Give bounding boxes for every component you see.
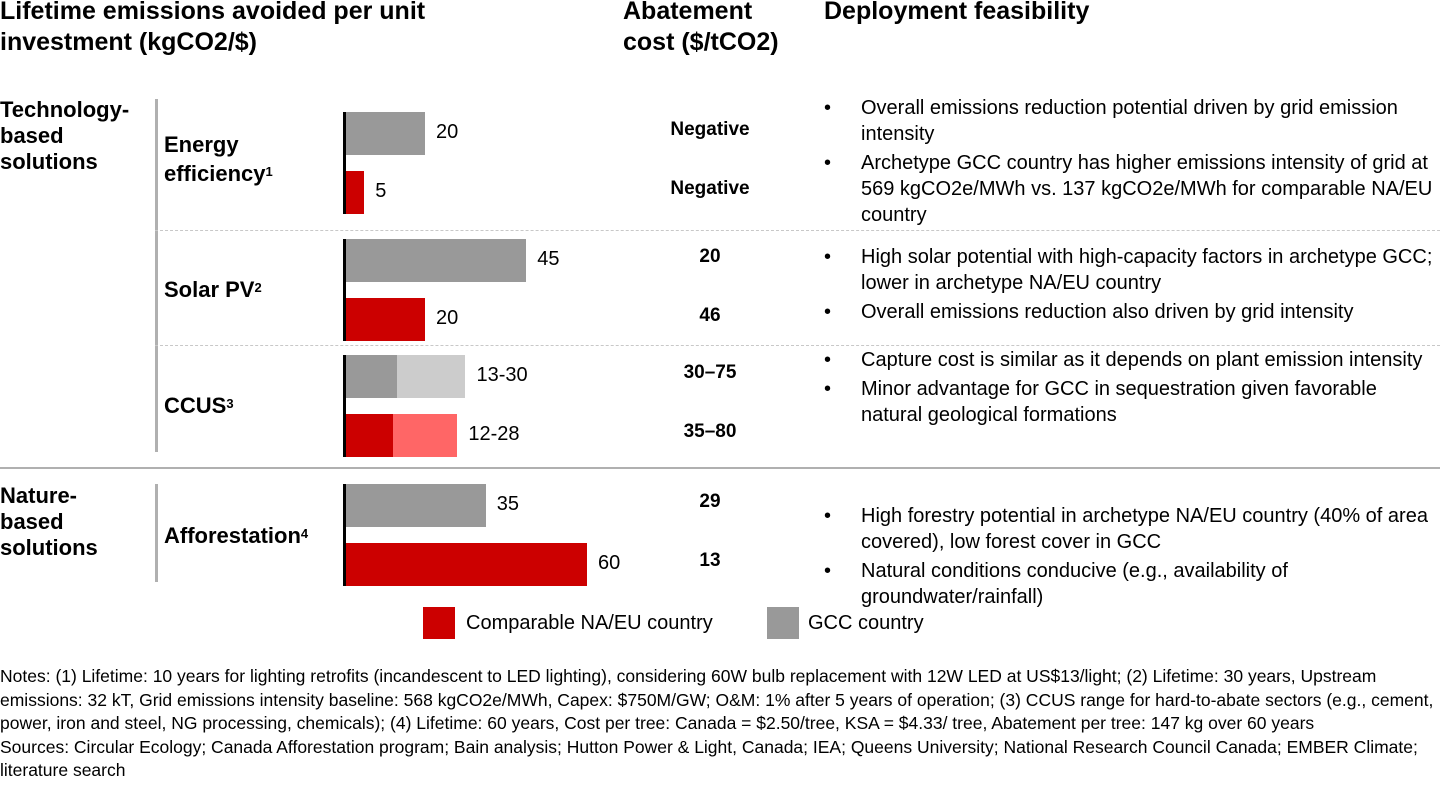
row-label-line: Energy: [164, 132, 239, 157]
footnote-marker: 2: [254, 280, 262, 295]
legend-label-gcc: GCC country: [808, 612, 924, 634]
cost-header-line1: Abatement: [623, 0, 753, 25]
bar-axis-solar-pv: [343, 239, 346, 341]
group-divider-nature: [155, 484, 158, 582]
bar-gcc-energy-efficiency: [346, 112, 425, 155]
abatement-cost-naeu-energy: Negative: [670, 178, 750, 199]
footnote-marker: 4: [300, 526, 309, 541]
bar-axis-afforestation: [343, 484, 346, 586]
row-label-solar-pv: Solar PV2: [164, 275, 262, 304]
abatement-cost-gcc-ccus: 30–75: [683, 362, 737, 383]
bar-gcc-ccus-low: [346, 355, 397, 398]
bar-value-label-gcc-energy-efficiency: 20: [436, 121, 459, 143]
abatement-cost-naeu-ccus: 35–80: [683, 421, 737, 442]
bar-naeu-afforestation: [346, 543, 587, 586]
group-label-line: Technology-: [0, 97, 130, 122]
group-label-line: solutions: [0, 149, 98, 174]
footnote-marker: 1: [265, 164, 273, 179]
legend-label-naeu: Comparable NA/EU country: [466, 612, 713, 634]
row-label-text: CCUS: [164, 393, 227, 418]
bar-gcc-solar-pv: [346, 239, 527, 282]
footnote-marker: 3: [226, 396, 234, 411]
legend-swatch-gcc: [767, 607, 799, 639]
feasibility-list-afforestation: High forestry potential in archetype NA/…: [820, 503, 1440, 613]
abatement-cost-naeu-solar: 46: [699, 305, 721, 326]
abatement-cost-gcc-energy: Negative: [670, 119, 750, 140]
bar-value-label-naeu-energy-efficiency: 5: [375, 180, 387, 202]
bar-naeu-ccus-range: [392, 414, 458, 457]
feasibility-bullet: Natural conditions conducive (e.g., avai…: [820, 558, 1440, 610]
row-label-ccus: CCUS3: [164, 391, 234, 420]
notes-text: Notes: (1) Lifetime: 10 years for lighti…: [0, 666, 1434, 733]
group-label-nature: Nature- based solutions: [0, 483, 98, 561]
bar-axis-energy-efficiency: [343, 112, 346, 214]
bar-gcc-ccus-range: [396, 355, 466, 398]
group-label-line: Nature-: [0, 483, 78, 508]
emissions-header: Lifetime emissions avoided per unit inve…: [0, 0, 425, 58]
abatement-cost-gcc-afforestation: 29: [699, 491, 721, 512]
bar-value-label-gcc-ccus: 13-30: [476, 364, 528, 386]
group-label-line: based: [0, 123, 64, 148]
bar-value-label-gcc-solar-pv: 45: [537, 248, 560, 270]
abatement-cost-gcc-solar: 20: [699, 246, 721, 267]
bar-value-label-gcc-afforestation: 35: [496, 493, 519, 515]
bar-axis-ccus: [343, 355, 346, 457]
bar-value-label-naeu-afforestation: 60: [598, 552, 621, 574]
group-label-line: based: [0, 509, 64, 534]
feasibility-bullet: Capture cost is similar as it depends on…: [820, 347, 1440, 373]
legend-swatch-naeu: [423, 607, 455, 639]
group-label-line: solutions: [0, 535, 98, 560]
feasibility-list-solar: High solar potential with high-capacity …: [820, 244, 1440, 328]
emissions-header-line2: investment (kgCO2/$): [0, 28, 258, 56]
group-label-technology: Technology- based solutions: [0, 97, 129, 175]
feasibility-list-ccus: Capture cost is similar as it depends on…: [820, 347, 1440, 431]
row-separator: [155, 345, 1440, 346]
bar-gcc-afforestation: [346, 484, 486, 527]
group-divider-technology: [155, 99, 158, 452]
feasibility-bullet: Overall emissions reduction also driven …: [820, 299, 1440, 325]
feasibility-bullet: High forestry potential in archetype NA/…: [820, 503, 1440, 555]
bar-naeu-ccus-low: [346, 414, 393, 457]
footnotes: Notes: (1) Lifetime: 10 years for lighti…: [0, 665, 1440, 783]
cost-header-line2: cost ($/tCO2): [623, 28, 779, 56]
feasibility-header: Deployment feasibility: [824, 0, 1090, 25]
feasibility-bullet: Minor advantage for GCC in sequestration…: [820, 376, 1440, 428]
row-separator: [155, 230, 1440, 231]
row-label-energy-efficiency: Energy efficiency1: [164, 130, 273, 188]
feasibility-list-energy: Overall emissions reduction potential dr…: [820, 95, 1440, 231]
emissions-header-line1: Lifetime emissions avoided per unit: [0, 0, 426, 25]
row-label-text: Afforestation: [164, 523, 301, 548]
feasibility-bullet: Overall emissions reduction potential dr…: [820, 95, 1440, 147]
bar-naeu-energy-efficiency: [346, 171, 365, 214]
bar-value-label-naeu-solar-pv: 20: [436, 307, 459, 329]
sources-text: Sources: Circular Ecology; Canada Affore…: [0, 736, 1418, 781]
bar-naeu-solar-pv: [346, 298, 425, 341]
abatement-cost-header: Abatement cost ($/tCO2): [623, 0, 779, 58]
bar-value-label-naeu-ccus: 12-28: [468, 423, 520, 445]
feasibility-bullet: High solar potential with high-capacity …: [820, 244, 1440, 296]
group-separator: [0, 467, 1440, 469]
feasibility-bullet: Archetype GCC country has higher emissio…: [820, 150, 1440, 228]
abatement-cost-naeu-afforestation: 13: [699, 550, 721, 571]
row-label-afforestation: Afforestation4: [164, 521, 308, 550]
row-label-line: efficiency: [164, 161, 266, 186]
row-label-text: Solar PV: [164, 277, 255, 302]
